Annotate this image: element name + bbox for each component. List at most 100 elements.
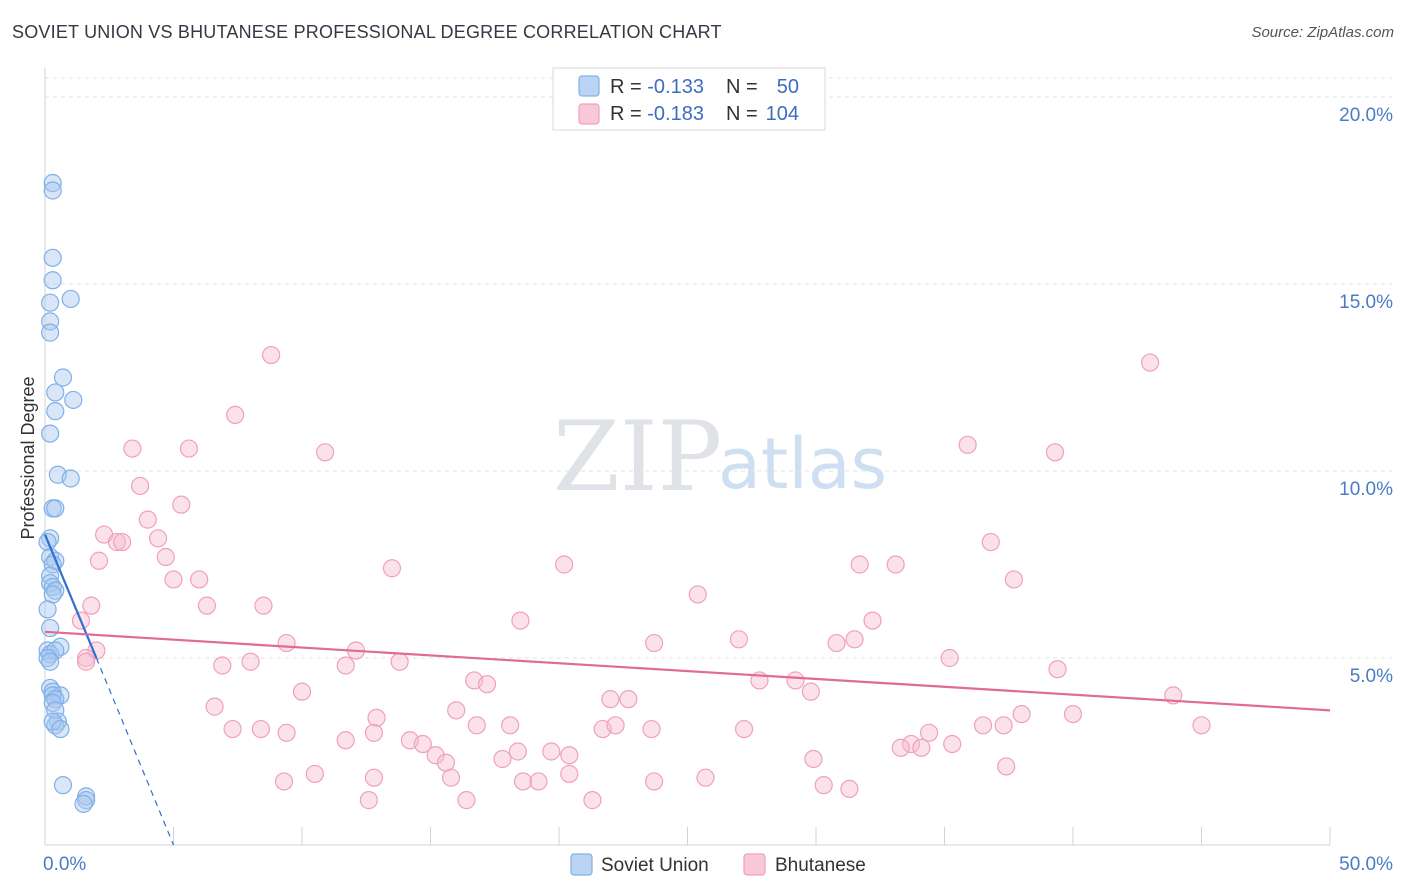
bhutanese-point bbox=[804, 749, 823, 769]
bhutanese-point bbox=[316, 443, 335, 462]
bhutanese-point bbox=[130, 476, 150, 496]
soviet-union-point bbox=[43, 693, 62, 712]
bhutanese-point bbox=[801, 682, 820, 701]
soviet-union-point bbox=[46, 402, 65, 421]
soviet-union-point bbox=[61, 469, 80, 488]
bhutanese-point bbox=[138, 510, 157, 529]
bhutanese-point bbox=[501, 716, 520, 735]
bhutanese-point bbox=[786, 671, 805, 690]
bhutanese-point bbox=[734, 719, 754, 739]
bhutanese-point bbox=[696, 768, 715, 787]
watermark-zip: ZIP bbox=[553, 401, 722, 513]
bhutanese-point bbox=[529, 772, 548, 791]
soviet-union-point bbox=[53, 368, 73, 387]
legend-n-label-1: N = bbox=[726, 76, 758, 98]
bhutanese-points bbox=[71, 345, 1211, 810]
bhutanese-point bbox=[336, 656, 355, 675]
series-legend: Soviet Union Bhutanese bbox=[570, 853, 866, 876]
bhutanese-point bbox=[606, 716, 625, 735]
bhutanese-point bbox=[262, 345, 281, 365]
soviet-union-point bbox=[51, 719, 70, 739]
bhutanese-point bbox=[958, 435, 977, 454]
bhutanese-point bbox=[688, 585, 707, 604]
soviet-union-point bbox=[43, 712, 62, 731]
bhutanese-point bbox=[644, 772, 664, 791]
bhutanese-point bbox=[901, 734, 921, 754]
bhutanese-point bbox=[912, 738, 931, 757]
legend-n-label-2: N = bbox=[726, 103, 758, 125]
bhutanese-point bbox=[840, 779, 859, 799]
bhutanese-point bbox=[457, 791, 476, 810]
bhutanese-point bbox=[254, 596, 273, 615]
legend-r-value-1: -0.133 bbox=[647, 76, 704, 98]
bhutanese-point bbox=[1048, 660, 1067, 679]
bhutanese-point bbox=[156, 547, 175, 567]
soviet-union-trend-line bbox=[43, 534, 98, 659]
soviet-union-point bbox=[43, 181, 62, 200]
soviet-union-point bbox=[41, 323, 60, 342]
y-tick-label: 5.0% bbox=[1350, 666, 1393, 687]
bhutanese-point bbox=[277, 633, 296, 653]
soviet-union-point bbox=[53, 776, 73, 795]
bhutanese-point bbox=[644, 633, 664, 653]
bhutanese-point bbox=[850, 555, 869, 574]
legend-r-label-2: R = bbox=[610, 103, 647, 125]
legend-r-label-1: R = bbox=[610, 76, 647, 98]
axes: 0.0% 50.0% bbox=[43, 68, 1393, 875]
legend-r-value-2: -0.183 bbox=[647, 103, 704, 125]
soviet-union-point bbox=[43, 173, 62, 193]
bhutanese-point bbox=[642, 719, 661, 739]
bhutanese-point bbox=[390, 652, 409, 671]
soviet-union-point bbox=[64, 390, 83, 410]
bhutanese-point bbox=[919, 723, 939, 742]
soviet-union-point bbox=[43, 248, 62, 267]
soviet-union-point bbox=[43, 555, 62, 574]
soviet-union-trend-extension bbox=[95, 657, 175, 846]
bhutanese-point bbox=[123, 439, 142, 458]
bhutanese-point bbox=[447, 701, 466, 720]
y-axis-label: Professional Degree bbox=[18, 376, 38, 539]
correlation-legend: R = -0.133 N = 50 R = -0.183 N = 104 bbox=[552, 67, 826, 131]
bhutanese-point bbox=[205, 697, 224, 716]
bhutanese-point bbox=[814, 776, 833, 795]
bhutanese-point bbox=[886, 555, 905, 574]
bhutanese-point bbox=[943, 734, 962, 754]
bhutanese-point bbox=[827, 633, 846, 653]
y-tick-label: 15.0% bbox=[1339, 292, 1393, 313]
bhutanese-point bbox=[467, 716, 486, 735]
soviet-union-point bbox=[46, 499, 65, 518]
bhutanese-point bbox=[226, 405, 245, 424]
legend-row-1: R = -0.133 bbox=[610, 76, 704, 98]
bhutanese-point bbox=[364, 723, 384, 742]
bhutanese-point bbox=[241, 652, 260, 671]
series-label-bhutanese: Bhutanese bbox=[775, 855, 866, 876]
series-swatch-bhutanese bbox=[743, 853, 766, 876]
bhutanese-point bbox=[560, 764, 579, 784]
bhutanese-point bbox=[477, 675, 497, 694]
trend-lines bbox=[43, 534, 1331, 846]
bhutanese-point bbox=[994, 716, 1013, 735]
bhutanese-point bbox=[619, 690, 638, 709]
bhutanese-point bbox=[82, 596, 101, 615]
soviet-union-point bbox=[74, 794, 93, 813]
bhutanese-point bbox=[891, 738, 910, 757]
soviet-union-points bbox=[38, 173, 96, 813]
bhutanese-point bbox=[197, 596, 217, 615]
bhutanese-point bbox=[364, 768, 384, 787]
bhutanese-point bbox=[1140, 353, 1160, 372]
soviet-union-point bbox=[46, 701, 65, 720]
chart-title: SOVIET UNION VS BHUTANESE PROFESSIONAL D… bbox=[12, 22, 722, 42]
bhutanese-point bbox=[251, 719, 270, 739]
watermark: ZIP atlas bbox=[553, 401, 887, 513]
bhutanese-point bbox=[336, 731, 355, 750]
bhutanese-point bbox=[511, 611, 530, 630]
series-swatch-soviet-union bbox=[570, 853, 593, 876]
legend-swatch-blue bbox=[578, 75, 600, 97]
bhutanese-point bbox=[1045, 443, 1065, 462]
legend-n-value-1: 50 bbox=[777, 76, 799, 98]
soviet-union-point bbox=[38, 600, 57, 619]
bhutanese-point bbox=[277, 723, 296, 742]
soviet-union-point bbox=[41, 652, 60, 671]
bhutanese-point bbox=[973, 716, 993, 735]
